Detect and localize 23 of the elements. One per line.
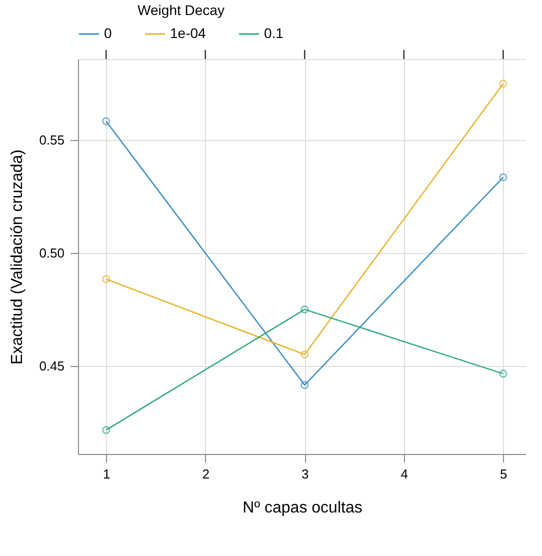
y-tick-label: 0.55 [39, 132, 64, 148]
y-tick-label: 0.45 [39, 358, 64, 374]
point [300, 350, 309, 358]
point [102, 426, 110, 434]
point [300, 305, 309, 314]
legend-label: 0.1 [264, 25, 284, 41]
legend-label: 0 [104, 25, 112, 41]
point [102, 117, 110, 126]
point [102, 275, 110, 284]
x-tick-label: 1 [102, 466, 110, 482]
point [499, 173, 508, 182]
legend-title: Weight Decay [138, 2, 224, 18]
y-axis-title: Exactitud (Validación cruzada) [9, 150, 26, 364]
y-tick-label: 0.50 [39, 245, 64, 260]
point [499, 370, 508, 378]
x-axis-title: Nº capas ocultas [242, 500, 362, 516]
point [300, 381, 309, 389]
x-tick-label: 4 [400, 466, 408, 482]
x-tick-label: 5 [500, 466, 508, 482]
x-tick-label: 3 [302, 466, 309, 482]
legend-label: 1e-04 [170, 25, 206, 41]
x-tick-label: 2 [202, 466, 210, 482]
point [499, 80, 508, 88]
